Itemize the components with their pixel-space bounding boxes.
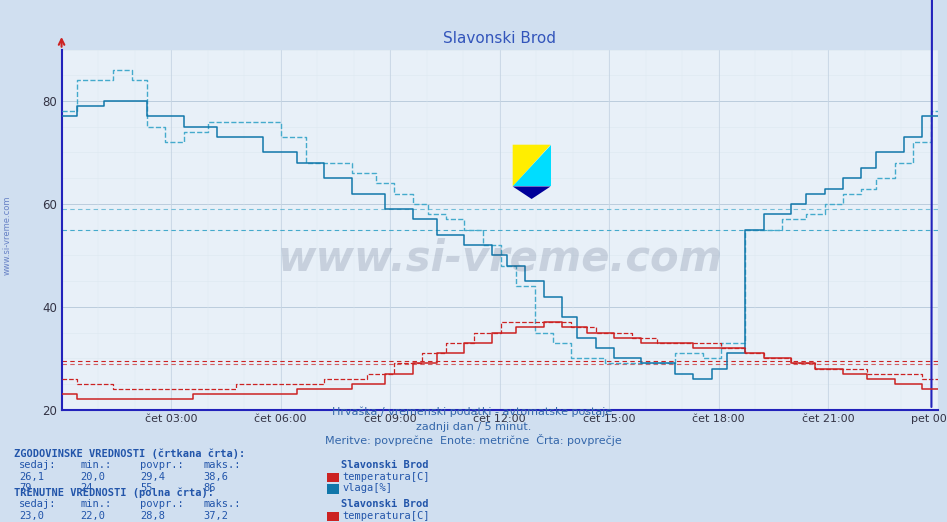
Text: maks.:: maks.: [204, 460, 241, 470]
Text: 55: 55 [140, 483, 152, 493]
Text: Slavonski Brod: Slavonski Brod [341, 500, 428, 509]
Text: www.si-vreme.com: www.si-vreme.com [277, 238, 722, 279]
Text: Slavonski Brod: Slavonski Brod [341, 460, 428, 470]
Text: Hrvaška / vremenski podatki - avtomatske postaje.: Hrvaška / vremenski podatki - avtomatske… [331, 407, 616, 417]
Text: 23,0: 23,0 [19, 511, 44, 521]
Text: ZGODOVINSKE VREDNOSTI (črtkana črta):: ZGODOVINSKE VREDNOSTI (črtkana črta): [14, 448, 245, 459]
Text: zadnji dan / 5 minut.: zadnji dan / 5 minut. [416, 422, 531, 432]
Text: 37,2: 37,2 [204, 511, 228, 521]
Text: vlaga[%]: vlaga[%] [343, 483, 393, 493]
Text: 38,6: 38,6 [204, 472, 228, 482]
Title: Slavonski Brod: Slavonski Brod [443, 31, 556, 45]
Text: sedaj:: sedaj: [19, 460, 57, 470]
Text: min.:: min.: [80, 460, 112, 470]
Text: 86: 86 [204, 483, 216, 493]
Text: 28,8: 28,8 [140, 511, 165, 521]
Text: povpr.:: povpr.: [140, 460, 184, 470]
Text: temperatura[C]: temperatura[C] [343, 511, 430, 521]
Text: 20,0: 20,0 [80, 472, 105, 482]
Text: povpr.:: povpr.: [140, 500, 184, 509]
Text: www.si-vreme.com: www.si-vreme.com [3, 195, 12, 275]
Text: min.:: min.: [80, 500, 112, 509]
Text: Meritve: povprečne  Enote: metrične  Črta: povprečje: Meritve: povprečne Enote: metrične Črta:… [325, 434, 622, 446]
Text: temperatura[C]: temperatura[C] [343, 472, 430, 482]
Text: 26,1: 26,1 [19, 472, 44, 482]
Text: 24: 24 [80, 483, 93, 493]
Text: sedaj:: sedaj: [19, 500, 57, 509]
Text: 22,0: 22,0 [80, 511, 105, 521]
Text: 29,4: 29,4 [140, 472, 165, 482]
Text: TRENUTNE VREDNOSTI (polna črta):: TRENUTNE VREDNOSTI (polna črta): [14, 488, 214, 498]
Text: maks.:: maks.: [204, 500, 241, 509]
Text: 79: 79 [19, 483, 31, 493]
